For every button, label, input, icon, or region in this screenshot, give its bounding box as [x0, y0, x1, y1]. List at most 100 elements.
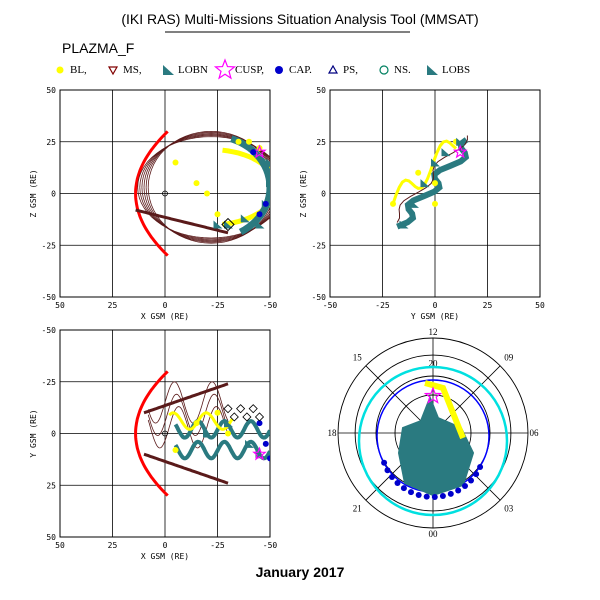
- xy-cusp-point: [252, 446, 267, 461]
- polar-cap-point: [381, 459, 388, 466]
- polar-hour-label: 06: [530, 428, 540, 438]
- xy-ytick-label: 25: [46, 481, 56, 490]
- xz-bl-point: [235, 138, 242, 145]
- polar-hour-label: 21: [353, 504, 362, 514]
- xz-bl-point: [172, 159, 179, 166]
- xz-orbit-track: [137, 136, 270, 239]
- xy-diamond-marker: [248, 404, 258, 414]
- xy-boundary-layer: [168, 411, 234, 431]
- yz-lobe-point: [441, 148, 451, 157]
- legend-ms-item: MS,: [107, 64, 142, 76]
- xz-orbit-track: [147, 130, 270, 244]
- legend-cusp-label: CUSP,: [235, 64, 264, 76]
- yz-ytick-label: -25: [312, 241, 327, 250]
- yz-ytick-label: 50: [316, 86, 326, 95]
- xz-lobe-point: [266, 179, 270, 188]
- xy-xtick-label: 0: [163, 541, 168, 550]
- polar-cap-point: [400, 485, 407, 492]
- polar-hour-label: 09: [504, 352, 514, 362]
- legend-ns-symbol: [379, 65, 389, 75]
- polar-cap-point: [389, 474, 395, 480]
- legend: BL, MS, LOBN CUSP, CAP. PS, NS. LOBS: [56, 58, 470, 80]
- legend-ps-item: PS,: [327, 64, 358, 76]
- xz-xtick-label: -25: [210, 301, 225, 310]
- yz-lobe-point: [399, 220, 409, 229]
- xy-ylabel: Y GSM (RE): [29, 409, 38, 457]
- yz-bl-point: [432, 180, 438, 187]
- xz-bow-shock: [134, 130, 169, 257]
- panel-yz: -50 -25 0 25 50 50 25 0 -25 -50 Y GSM (RE) Z GSM (R…: [299, 86, 545, 321]
- xz-lobe-point: [255, 220, 265, 229]
- xy-bl-point: [193, 420, 200, 427]
- xy-xlabel: X GSM (RE): [141, 552, 189, 561]
- polar-hour-label: 18: [328, 428, 338, 438]
- xz-xtick-label: 25: [108, 301, 118, 310]
- xz-orbit-track: [139, 135, 270, 240]
- xz-ylabel: Z GSM (RE): [29, 169, 38, 217]
- legend-lobs-symbol: [427, 65, 438, 75]
- xz-bl-point: [214, 211, 221, 218]
- legend-ns-item: NS.: [379, 64, 411, 76]
- xz-ytick-label: 50: [46, 86, 56, 95]
- xy-bl-point: [225, 430, 231, 437]
- legend-lobn-item: LOBN: [163, 64, 208, 76]
- xy-lobe-point: [203, 429, 212, 438]
- yz-xtick-label: 25: [483, 301, 493, 310]
- legend-ps-symbol: [327, 64, 339, 74]
- xy-cap-point: [262, 440, 269, 447]
- xz-earth: [162, 190, 168, 197]
- polar-cap-point: [415, 492, 422, 498]
- yz-ytick-label: 0: [321, 190, 326, 199]
- xz-orbit-track: [141, 134, 270, 241]
- xz-ytick-label: 0: [51, 190, 56, 199]
- legend-lobs-item: LOBS: [427, 64, 470, 76]
- legend-cusp-symbol: [213, 58, 237, 80]
- legend-ms-symbol: [107, 66, 119, 76]
- polar-cap-point: [384, 467, 391, 474]
- xz-cap-point: [256, 211, 263, 218]
- xy-magnetopause: [143, 452, 229, 485]
- yz-xtick-label: -50: [323, 301, 338, 310]
- yz-bl-point: [390, 200, 396, 207]
- xz-xlabel: X GSM (RE): [141, 312, 189, 321]
- polar-cap-point: [408, 489, 414, 496]
- legend-ns-label: NS.: [394, 64, 411, 76]
- yz-bl-point: [432, 200, 438, 207]
- polar-cap-point: [423, 493, 430, 500]
- clip-xy-content: [134, 370, 270, 497]
- polar-cap-point: [439, 493, 446, 499]
- polar-cusp-point: [423, 386, 443, 404]
- xy-lobe-point: [224, 419, 233, 428]
- xy-bow-shock: [134, 370, 169, 497]
- polar-cap-point: [394, 480, 401, 486]
- xy-bl-point: [172, 447, 179, 454]
- xz-lobe-point: [240, 214, 250, 223]
- xz-cap-point: [262, 200, 269, 207]
- xy-xtick-label: 25: [108, 541, 118, 550]
- polar-hour-label: 12: [429, 327, 438, 337]
- xz-boundary-layer: [222, 147, 270, 227]
- xy-ytick-label: 0: [51, 430, 56, 439]
- yz-xtick-label: -25: [375, 301, 390, 310]
- xz-xtick-label: 50: [55, 301, 65, 310]
- xy-magnetopause: [143, 382, 229, 415]
- yz-lobe-point: [420, 179, 430, 188]
- panel-xy: 50 25 0 -25 -50 -50 -25 0 25 50 X GSM (RE) Y GSM (R…: [29, 326, 277, 561]
- polar-ring-cyan: [357, 365, 509, 517]
- xz-ytick-label: -50: [42, 293, 57, 302]
- clip-yz-content: [390, 135, 470, 230]
- polar-cap-point: [477, 464, 484, 470]
- polar-ring-label: 20: [429, 359, 439, 369]
- xy-xtick-label: -50: [263, 541, 278, 550]
- legend-ms-label: MS,: [123, 64, 142, 76]
- mission-label: PLAZMA_F: [62, 40, 134, 56]
- yz-lobe-point: [456, 137, 466, 146]
- xy-xtick-label: 50: [55, 541, 65, 550]
- xy-ytick-label: -50: [42, 326, 57, 335]
- xy-diamond-marker: [223, 404, 233, 414]
- polar-hour-label: 03: [504, 504, 514, 514]
- panel-polar: 12 09 06 03 00 21 18 15 20: [328, 327, 540, 539]
- xz-lobe-point: [224, 220, 233, 229]
- yz-ytick-label: 25: [316, 138, 326, 147]
